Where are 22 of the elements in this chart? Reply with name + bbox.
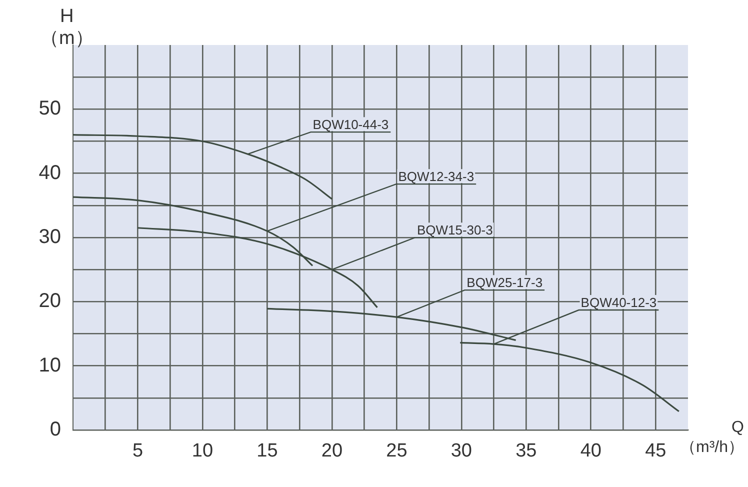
x-tick-label: 30	[450, 440, 472, 462]
text: BQW15-30-3	[416, 222, 493, 238]
x-tick-label: 20	[321, 440, 343, 462]
y-axis-title: H （m）	[40, 6, 94, 50]
x-axis-title: Q （m³/h）	[680, 418, 744, 458]
x-tick-label: 5	[132, 440, 144, 462]
text: BQW25-17-3	[466, 275, 543, 290]
y-tick-label: 50	[38, 98, 61, 120]
x-tick-label: 25	[386, 440, 408, 462]
x-tick-label: 45	[645, 440, 666, 462]
y-tick-label: 0	[50, 418, 61, 441]
y-tick-label: 40	[38, 162, 61, 184]
x-tick-label: 35	[516, 440, 537, 462]
text: BQW12-34-3	[398, 169, 474, 184]
x-tick-label: 15	[256, 440, 278, 462]
y-tick-label: 30	[38, 226, 61, 248]
y-tick-label: 20	[38, 290, 61, 312]
y-tick-label: 10	[38, 354, 61, 376]
x-tick-label: 40	[580, 440, 602, 462]
text: BQW40-12-3	[580, 295, 657, 310]
x-tick-label: 10	[192, 440, 214, 462]
text: BQW10-44-3	[312, 117, 389, 132]
